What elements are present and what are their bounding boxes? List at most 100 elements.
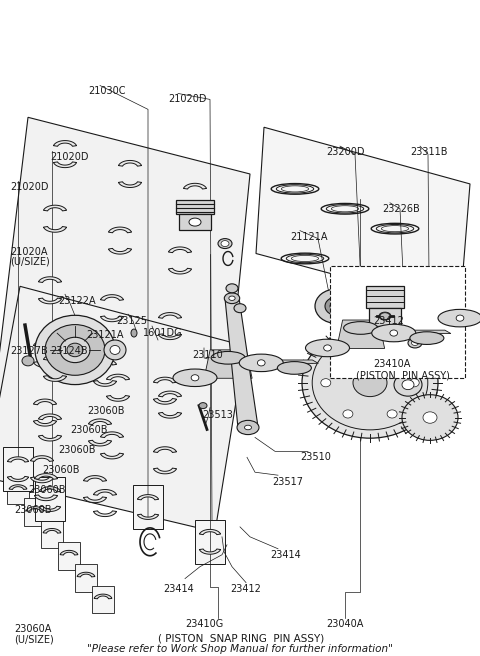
Bar bbox=[7, 476, 29, 504]
Polygon shape bbox=[43, 529, 61, 533]
Ellipse shape bbox=[224, 293, 240, 304]
Bar bbox=[195, 520, 225, 564]
Ellipse shape bbox=[191, 375, 199, 381]
Ellipse shape bbox=[456, 315, 464, 321]
Polygon shape bbox=[100, 432, 123, 438]
Ellipse shape bbox=[312, 336, 428, 430]
Polygon shape bbox=[107, 374, 130, 380]
Ellipse shape bbox=[211, 352, 245, 364]
Polygon shape bbox=[84, 476, 107, 482]
Polygon shape bbox=[44, 354, 67, 360]
Ellipse shape bbox=[325, 297, 347, 315]
Polygon shape bbox=[108, 249, 132, 254]
Polygon shape bbox=[119, 161, 142, 166]
Polygon shape bbox=[183, 183, 206, 189]
Polygon shape bbox=[158, 312, 181, 318]
Text: 23110: 23110 bbox=[192, 350, 223, 360]
Ellipse shape bbox=[343, 410, 353, 418]
Text: 23412: 23412 bbox=[230, 584, 261, 594]
Polygon shape bbox=[154, 377, 177, 383]
Ellipse shape bbox=[410, 332, 444, 344]
Polygon shape bbox=[100, 453, 123, 459]
Text: 23412: 23412 bbox=[373, 316, 404, 326]
Text: 23060A: 23060A bbox=[14, 625, 51, 634]
Polygon shape bbox=[94, 489, 117, 495]
Text: 23040A: 23040A bbox=[326, 619, 363, 629]
Ellipse shape bbox=[244, 425, 252, 430]
Ellipse shape bbox=[22, 356, 34, 366]
Polygon shape bbox=[100, 316, 123, 321]
Polygon shape bbox=[44, 376, 67, 381]
Ellipse shape bbox=[229, 296, 235, 300]
Polygon shape bbox=[94, 511, 117, 516]
Ellipse shape bbox=[321, 379, 331, 387]
Ellipse shape bbox=[411, 340, 419, 346]
Polygon shape bbox=[168, 247, 192, 253]
Ellipse shape bbox=[330, 301, 342, 311]
Ellipse shape bbox=[226, 284, 238, 293]
Polygon shape bbox=[88, 419, 111, 424]
Ellipse shape bbox=[344, 321, 378, 335]
Bar bbox=[179, 214, 211, 230]
Polygon shape bbox=[39, 506, 60, 512]
Ellipse shape bbox=[379, 312, 391, 320]
Ellipse shape bbox=[189, 218, 201, 226]
Bar bbox=[330, 266, 465, 378]
Polygon shape bbox=[225, 297, 258, 429]
Ellipse shape bbox=[394, 373, 422, 396]
Polygon shape bbox=[94, 380, 117, 386]
Polygon shape bbox=[35, 495, 58, 501]
Polygon shape bbox=[38, 414, 61, 420]
Text: 23311B: 23311B bbox=[410, 147, 447, 157]
Polygon shape bbox=[35, 474, 58, 480]
Text: 23414: 23414 bbox=[270, 550, 301, 560]
Text: 23060B: 23060B bbox=[14, 505, 51, 515]
Ellipse shape bbox=[402, 395, 458, 440]
Ellipse shape bbox=[234, 304, 246, 313]
Bar bbox=[58, 542, 80, 569]
Polygon shape bbox=[39, 487, 60, 492]
Ellipse shape bbox=[239, 354, 283, 371]
Ellipse shape bbox=[67, 343, 83, 357]
Text: 23127B: 23127B bbox=[10, 346, 48, 356]
Text: 23513: 23513 bbox=[202, 409, 233, 420]
Polygon shape bbox=[107, 396, 130, 401]
Ellipse shape bbox=[257, 359, 265, 366]
Ellipse shape bbox=[237, 420, 259, 434]
Polygon shape bbox=[270, 360, 318, 363]
Text: 21020D: 21020D bbox=[50, 152, 88, 162]
Text: 23510: 23510 bbox=[300, 453, 331, 462]
Ellipse shape bbox=[343, 348, 353, 356]
Ellipse shape bbox=[372, 324, 416, 342]
Ellipse shape bbox=[199, 403, 207, 409]
Text: 21020D: 21020D bbox=[10, 182, 48, 192]
Polygon shape bbox=[158, 334, 181, 340]
Ellipse shape bbox=[387, 410, 397, 418]
Polygon shape bbox=[204, 350, 252, 379]
Text: 1601DG: 1601DG bbox=[143, 328, 182, 338]
Ellipse shape bbox=[35, 316, 115, 384]
Polygon shape bbox=[44, 205, 67, 211]
Text: 21020A: 21020A bbox=[10, 247, 48, 256]
Polygon shape bbox=[38, 436, 61, 441]
Ellipse shape bbox=[324, 345, 331, 351]
Ellipse shape bbox=[409, 379, 419, 387]
Polygon shape bbox=[38, 277, 61, 283]
Text: 23060B: 23060B bbox=[58, 445, 96, 455]
Polygon shape bbox=[53, 162, 76, 168]
Polygon shape bbox=[168, 268, 192, 274]
Ellipse shape bbox=[423, 412, 437, 423]
Polygon shape bbox=[84, 497, 107, 502]
Polygon shape bbox=[199, 549, 221, 554]
Polygon shape bbox=[256, 127, 470, 308]
Polygon shape bbox=[53, 140, 76, 146]
Ellipse shape bbox=[277, 361, 312, 375]
Polygon shape bbox=[34, 399, 57, 405]
Polygon shape bbox=[154, 468, 177, 474]
Polygon shape bbox=[34, 361, 57, 367]
Ellipse shape bbox=[380, 313, 390, 319]
Ellipse shape bbox=[302, 327, 438, 438]
Ellipse shape bbox=[408, 338, 422, 348]
Polygon shape bbox=[137, 514, 158, 520]
Polygon shape bbox=[108, 227, 132, 233]
